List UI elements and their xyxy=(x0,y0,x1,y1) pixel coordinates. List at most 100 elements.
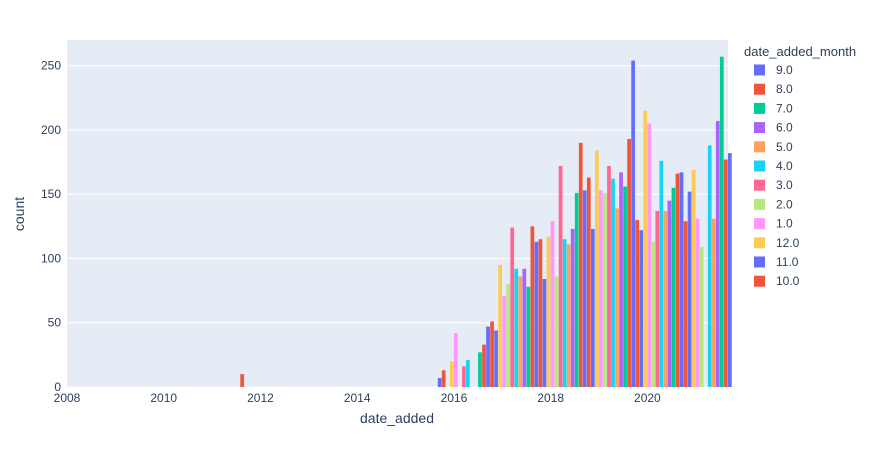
x-axis-title: date_added xyxy=(360,410,434,426)
legend-swatch xyxy=(754,64,765,76)
y-tick-label: 200 xyxy=(41,123,61,137)
y-tick-label: 250 xyxy=(41,59,61,73)
legend-swatch xyxy=(754,218,765,230)
legend-swatch xyxy=(754,160,765,172)
histogram-bar xyxy=(687,191,692,387)
legend-swatch xyxy=(754,237,765,249)
histogram-bar xyxy=(728,153,732,387)
histogram-bar xyxy=(594,150,599,387)
histogram-bar xyxy=(711,218,716,387)
y-tick-labels: 0 50 100 150 200 250 xyxy=(41,59,61,394)
histogram-bar xyxy=(538,239,543,387)
histogram-bar xyxy=(715,120,720,387)
x-tick-label: 2016 xyxy=(441,391,468,405)
histogram-bar xyxy=(623,186,627,387)
legend-label: 1.0 xyxy=(776,217,793,231)
bar-series xyxy=(240,56,732,388)
x-tick-label: 2008 xyxy=(54,391,81,405)
histogram-bar xyxy=(534,241,539,387)
histogram-bar xyxy=(671,187,676,387)
y-tick-label: 50 xyxy=(48,316,62,330)
histogram-bar xyxy=(482,344,486,387)
histogram-bar xyxy=(707,145,712,387)
histogram-bar xyxy=(679,172,684,387)
histogram-bar xyxy=(546,236,551,387)
histogram-bar xyxy=(478,352,482,387)
histogram-bar xyxy=(437,378,442,387)
histogram-bar xyxy=(695,218,700,387)
legend-label: 10.0 xyxy=(776,274,800,288)
histogram-bar xyxy=(240,374,245,387)
x-tick-label: 2012 xyxy=(247,391,274,405)
histogram-bar xyxy=(562,239,567,387)
histogram-bar xyxy=(586,177,591,387)
histogram-bar xyxy=(667,200,672,387)
y-axis-title: count xyxy=(11,197,27,231)
histogram-bar xyxy=(558,165,563,387)
histogram-bar xyxy=(502,295,507,387)
histogram-bar xyxy=(514,268,519,387)
histogram-bar xyxy=(683,221,688,387)
histogram-bar xyxy=(486,326,490,387)
x-tick-labels: 2008 2010 2012 2014 2016 2018 2020 xyxy=(54,391,661,405)
legend-swatch xyxy=(754,198,765,210)
histogram-bar xyxy=(550,221,555,387)
histogram-bar xyxy=(526,286,531,387)
histogram-bar xyxy=(611,178,615,387)
histogram-bar xyxy=(647,123,652,387)
y-tick-label: 150 xyxy=(41,187,61,201)
legend-label: 8.0 xyxy=(776,82,793,96)
histogram-bar xyxy=(578,142,583,387)
legend-label: 12.0 xyxy=(776,236,800,250)
legend-title: date_added_month xyxy=(744,44,856,59)
y-tick-label: 0 xyxy=(54,380,61,394)
legend-swatch xyxy=(754,275,765,287)
histogram-bar xyxy=(518,276,523,387)
legend-label: 6.0 xyxy=(776,121,793,135)
legend-swatch xyxy=(754,256,765,268)
histogram-bar xyxy=(554,276,559,387)
legend-label: 11.0 xyxy=(776,255,799,269)
histogram-bar xyxy=(615,208,619,387)
x-tick-label: 2010 xyxy=(150,391,177,405)
histogram-bar xyxy=(510,227,515,387)
histogram-bar xyxy=(659,160,664,387)
histogram-bar xyxy=(699,246,704,387)
legend-swatch xyxy=(754,102,765,114)
histogram-bar xyxy=(603,192,607,387)
histogram-bar xyxy=(441,370,446,387)
legend-label: 3.0 xyxy=(776,178,793,192)
histogram-bar xyxy=(627,138,631,387)
histogram-bar xyxy=(461,366,466,387)
histogram-bar xyxy=(494,330,498,387)
histogram-bar xyxy=(506,284,511,387)
histogram-bar xyxy=(542,279,547,387)
y-gridlines xyxy=(67,65,728,388)
histogram-bar xyxy=(643,110,648,388)
histogram-bar xyxy=(607,165,611,387)
histogram-bar xyxy=(466,360,470,387)
x-tick-label: 2020 xyxy=(634,391,661,405)
histogram-bar xyxy=(449,361,454,387)
histogram-bar xyxy=(570,228,575,387)
legend-label: 9.0 xyxy=(776,63,793,77)
histogram-bar xyxy=(582,190,587,387)
histogram-bar xyxy=(530,226,535,387)
x-tick-label: 2014 xyxy=(344,391,371,405)
legend-swatch xyxy=(754,179,765,191)
histogram-bar xyxy=(639,230,644,387)
legend-label: 5.0 xyxy=(776,140,793,154)
legend-swatch xyxy=(754,141,765,153)
histogram-bar xyxy=(655,210,660,387)
histogram-bar xyxy=(522,268,527,387)
histogram-bar xyxy=(574,192,579,387)
legend-label: 7.0 xyxy=(776,101,793,115)
histogram-bar xyxy=(619,172,623,387)
histogram-bar xyxy=(723,159,728,387)
histogram-bar xyxy=(675,173,680,387)
legend-swatch xyxy=(754,83,765,95)
histogram-bar xyxy=(490,321,494,387)
x-tick-label: 2018 xyxy=(537,391,564,405)
histogram-bar xyxy=(719,56,724,388)
